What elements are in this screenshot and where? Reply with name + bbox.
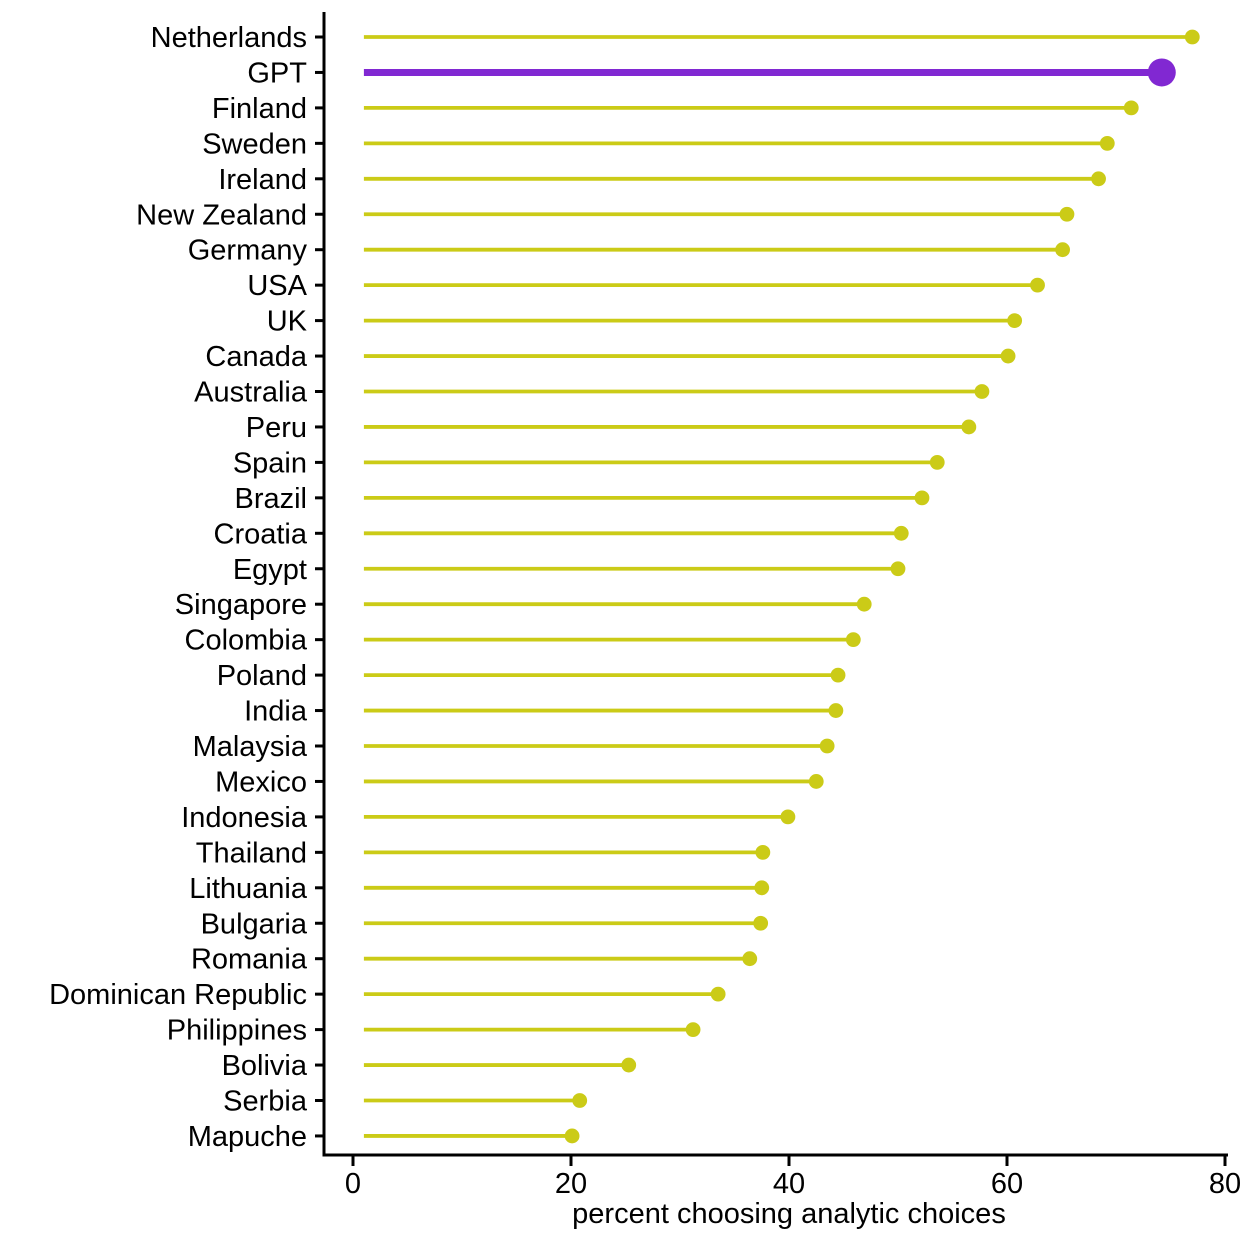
y-axis-label: Poland xyxy=(217,660,307,692)
lollipop-dot xyxy=(1184,29,1200,45)
lollipop-dot xyxy=(830,667,846,683)
lollipop-dot xyxy=(890,561,906,577)
lollipop-dot xyxy=(828,703,844,718)
y-axis-label: Malaysia xyxy=(193,731,308,763)
y-axis-label: Indonesia xyxy=(181,802,308,834)
y-axis-label: Australia xyxy=(194,377,308,409)
x-axis-tick-label: 0 xyxy=(345,1168,361,1200)
x-axis-tick-label: 40 xyxy=(773,1168,805,1200)
y-axis-label: Netherlands xyxy=(151,22,307,54)
y-axis-label: Egypt xyxy=(233,554,307,586)
y-axis-label: Mexico xyxy=(215,766,307,798)
y-axis-label: Bulgaria xyxy=(201,908,308,940)
y-axis-label: Serbia xyxy=(223,1086,308,1118)
lollipop-dot xyxy=(856,596,872,612)
y-axis-label: Croatia xyxy=(214,518,308,550)
lollipop-dot xyxy=(621,1057,637,1073)
y-axis-label: Ireland xyxy=(218,164,307,196)
lollipop-dot xyxy=(914,490,930,506)
lollipop-dot xyxy=(1091,171,1106,187)
y-axis-label: Brazil xyxy=(234,483,307,515)
y-axis-label: Dominican Republic xyxy=(49,979,307,1011)
x-axis-tick-label: 20 xyxy=(555,1168,587,1200)
y-axis-label: Spain xyxy=(233,447,307,479)
lollipop-dot xyxy=(1030,277,1045,293)
y-axis-label: Sweden xyxy=(202,128,307,160)
lollipop-dot xyxy=(1007,313,1023,328)
lollipop-dot xyxy=(710,986,726,1002)
y-axis-label: Singapore xyxy=(175,589,307,621)
lollipop-dot xyxy=(819,738,835,754)
y-axis-label: UK xyxy=(267,306,308,338)
lollipop-dot xyxy=(1099,135,1115,151)
x-axis-tick-label: 80 xyxy=(1209,1168,1241,1200)
lollipop-dot xyxy=(845,632,861,648)
lollipop-dot xyxy=(753,915,769,931)
y-axis-label: Colombia xyxy=(185,625,308,657)
y-axis-label: Romania xyxy=(191,944,308,976)
y-axis-label: Canada xyxy=(205,341,307,373)
lollipop-dot xyxy=(1123,100,1139,116)
y-axis-label: Mapuche xyxy=(188,1121,307,1153)
y-axis-label: Lithuania xyxy=(189,873,308,905)
lollipop-dot xyxy=(564,1128,580,1144)
y-axis-label: USA xyxy=(247,270,307,302)
x-axis-tick-label: 60 xyxy=(991,1168,1023,1200)
y-axis-label: Peru xyxy=(246,412,307,444)
lollipop-dot xyxy=(893,525,909,541)
y-axis-label: Thailand xyxy=(196,837,307,869)
lollipop-dot xyxy=(754,880,770,896)
x-axis-title: percent choosing analytic choices xyxy=(572,1198,1006,1230)
y-axis-label: New Zealand xyxy=(136,199,307,231)
lollipop-dot xyxy=(1059,206,1075,222)
y-axis-label: Philippines xyxy=(167,1015,307,1047)
lollipop-dot xyxy=(929,455,945,470)
lollipop-dot xyxy=(1000,348,1016,364)
y-axis-label: Bolivia xyxy=(222,1050,308,1082)
lollipop-dot xyxy=(685,1022,701,1037)
lollipop-dot xyxy=(1055,242,1070,258)
y-axis-label: Germany xyxy=(188,235,308,267)
lollipop-dot xyxy=(572,1093,588,1108)
lollipop-dot xyxy=(1147,58,1176,87)
lollipop-dot xyxy=(974,384,990,399)
lollipop-dot xyxy=(755,844,771,860)
lollipop-dot xyxy=(780,809,796,825)
lollipop-dot xyxy=(742,951,758,967)
y-axis-label: Finland xyxy=(212,93,307,125)
lollipop-dot xyxy=(808,774,824,789)
lollipop-dot xyxy=(961,419,977,435)
y-axis-label: India xyxy=(244,696,308,728)
y-axis-label: GPT xyxy=(247,57,307,89)
